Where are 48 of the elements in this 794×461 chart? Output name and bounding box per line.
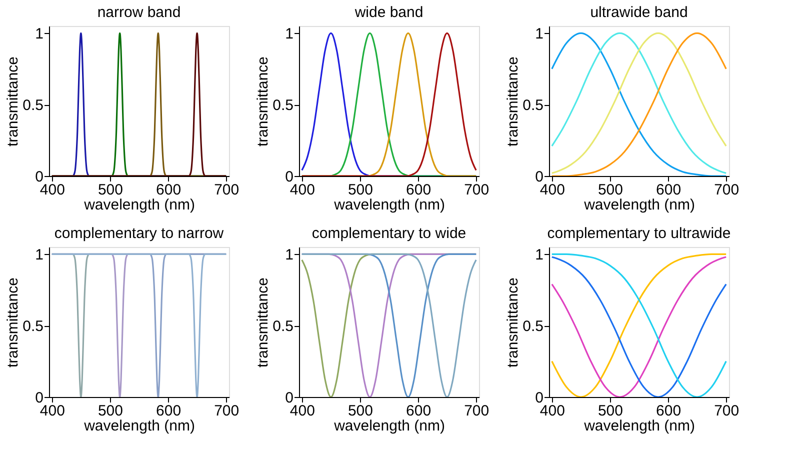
x-tick-label: 700 (714, 402, 740, 420)
y-tick-label: 1 (535, 246, 544, 264)
x-axis-title: wavelength (nm) (583, 418, 695, 434)
x-tick-label: 600 (156, 182, 182, 198)
y-tick-label: 1 (535, 26, 544, 43)
chart-title: wide band (354, 4, 424, 21)
x-axis-title: wavelength (nm) (333, 196, 445, 214)
x-tick-label: 700 (464, 182, 490, 198)
x-tick-label: 500 (98, 182, 123, 198)
x-tick-label: 600 (156, 402, 182, 420)
x-tick-label: 700 (714, 182, 740, 198)
y-axis-title: transmittance (4, 56, 22, 147)
x-tick-label: 700 (214, 182, 240, 198)
x-axis-title: wavelength (nm) (583, 196, 695, 214)
y-tick-label: 0.5 (272, 97, 294, 114)
y-tick-label: 1 (285, 246, 294, 264)
x-axis-title: wavelength (nm) (83, 196, 195, 214)
chart-title: complementary to wide (312, 225, 466, 242)
x-tick-label: 500 (98, 402, 123, 420)
chart-title: ultrawide band (590, 4, 688, 21)
x-tick-label: 500 (598, 182, 623, 198)
y-axis-title: transmittance (504, 277, 522, 368)
chart-title: narrow band (97, 4, 181, 21)
x-axis-title: wavelength (nm) (333, 418, 445, 434)
x-tick-label: 600 (656, 182, 682, 198)
y-tick-label: 0.5 (522, 97, 544, 114)
y-axis-title: transmittance (504, 56, 522, 147)
x-tick-label: 500 (598, 402, 623, 420)
y-axis-title: transmittance (4, 277, 22, 368)
y-tick-label: 0.5 (22, 318, 44, 336)
y-axis-title: transmittance (254, 56, 272, 147)
x-tick-label: 700 (214, 402, 240, 420)
x-axis-title: wavelength (nm) (83, 418, 195, 434)
y-tick-label: 0.5 (272, 318, 294, 336)
y-tick-label: 1 (285, 26, 294, 43)
x-tick-label: 600 (406, 402, 432, 420)
x-tick-label: 700 (464, 402, 490, 420)
x-tick-label: 500 (348, 182, 373, 198)
x-tick-label: 600 (656, 402, 682, 420)
y-axis-title: transmittance (254, 277, 272, 368)
y-tick-label: 1 (35, 246, 44, 264)
x-tick-label: 600 (406, 182, 432, 198)
chart-title: complementary to narrow (54, 225, 224, 242)
x-tick-label: 500 (348, 402, 373, 420)
chart-title: complementary to ultrawide (547, 225, 731, 242)
y-tick-label: 0.5 (522, 318, 544, 336)
y-tick-label: 1 (35, 26, 44, 43)
y-tick-label: 0.5 (22, 97, 44, 114)
